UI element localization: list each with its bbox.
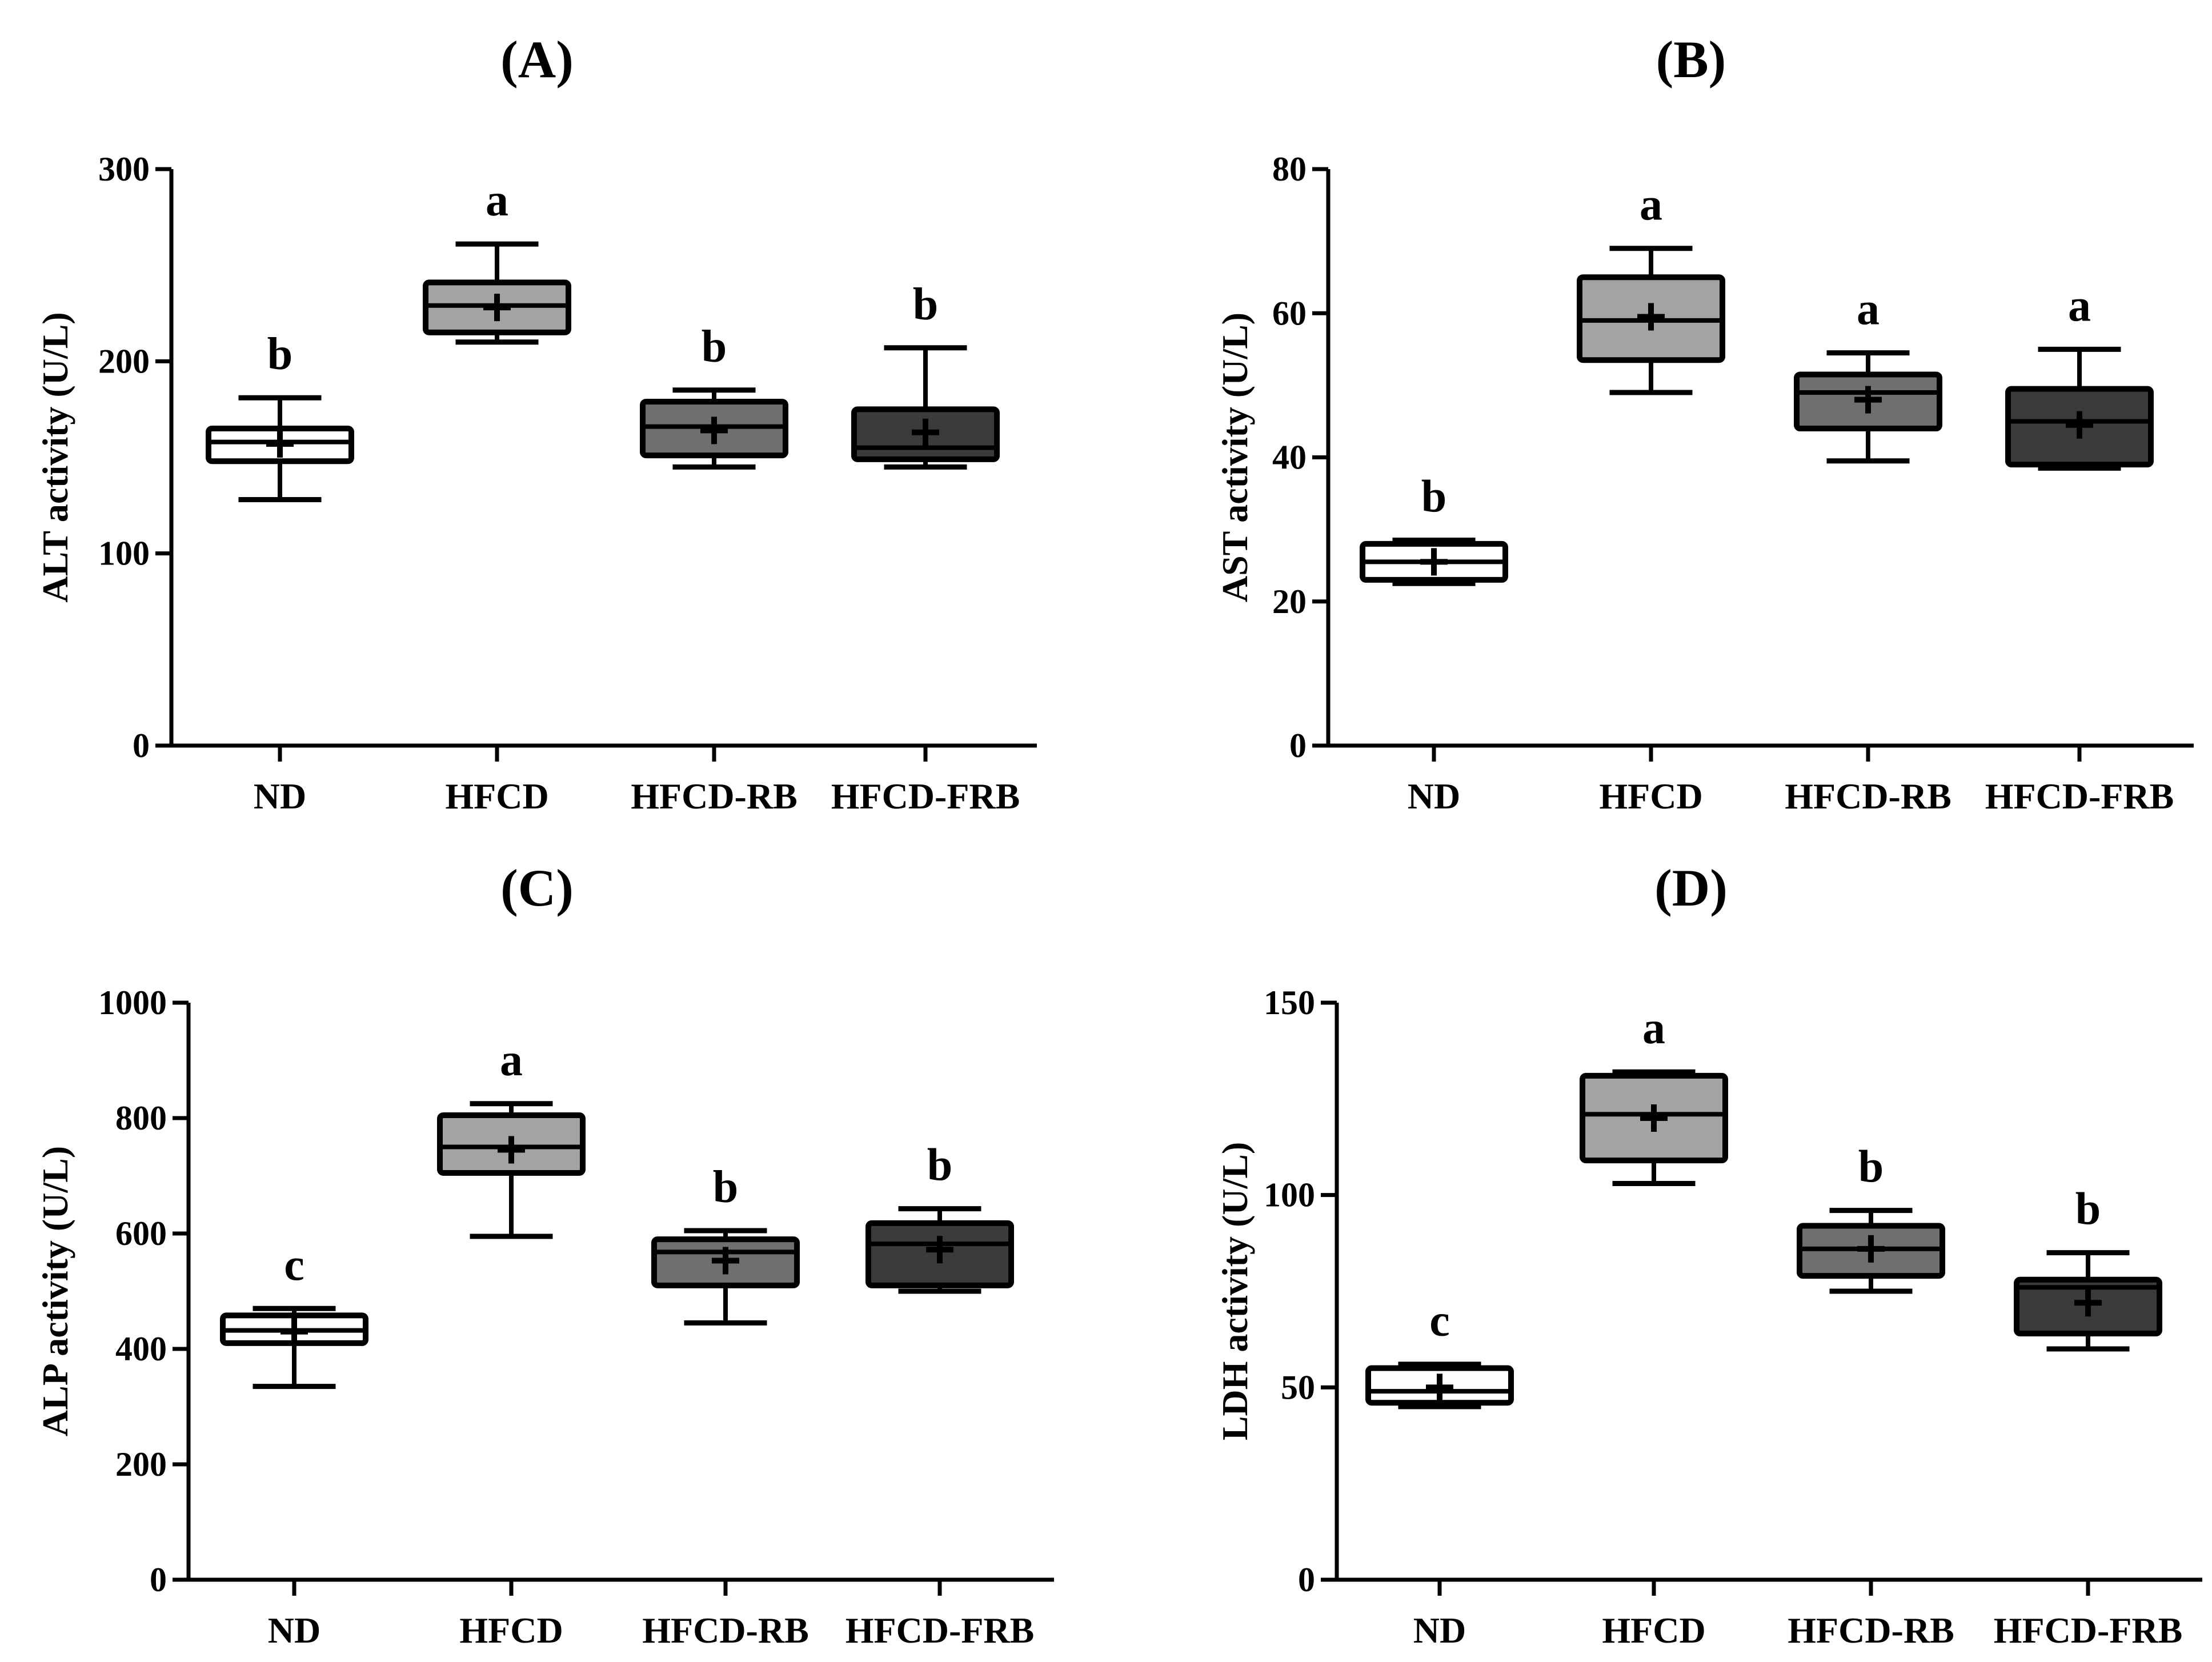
box-HFCD-RB: a bbox=[1794, 285, 1942, 464]
significance-letter: a bbox=[2068, 281, 2091, 331]
box-ND: b bbox=[206, 329, 354, 502]
box-HFCD-FRB: b bbox=[865, 1140, 1014, 1294]
y-tick-label: 20 bbox=[1272, 583, 1307, 620]
y-tick-label: 600 bbox=[115, 1215, 167, 1252]
significance-letter: b bbox=[713, 1162, 739, 1212]
box-ND: c bbox=[220, 1240, 368, 1389]
panel-2: (C) 0 200 400 600 800 1000 ALP activity (U/L) ND… bbox=[35, 859, 1054, 1651]
category-label: HFCD-RB bbox=[642, 1610, 809, 1651]
y-axis-title: ALT activity (U/L) bbox=[35, 312, 75, 602]
y-tick-label: 800 bbox=[115, 1099, 167, 1137]
y-tick-label: 300 bbox=[98, 150, 150, 188]
y-tick-label: 0 bbox=[150, 1561, 167, 1599]
panel-3: (D) 0 50 100 150 LDH activity (U/L) ND HFCD HFCD… bbox=[1215, 859, 2202, 1651]
category-label: HFCD-RB bbox=[631, 776, 798, 816]
box-HFCD: a bbox=[437, 1035, 586, 1239]
category-label: ND bbox=[1413, 1610, 1466, 1651]
category-label: HFCD-FRB bbox=[1994, 1610, 2183, 1651]
significance-letter: b bbox=[702, 322, 727, 372]
y-tick-label: 40 bbox=[1272, 439, 1307, 476]
significance-letter: a bbox=[1640, 180, 1662, 230]
category-label: HFCD bbox=[459, 1610, 563, 1651]
box-HFCD: a bbox=[1580, 1003, 1728, 1186]
panel-title: (D) bbox=[1654, 859, 1728, 917]
y-tick-label: 80 bbox=[1272, 150, 1307, 188]
category-label: HFCD-RB bbox=[1788, 1610, 1954, 1651]
significance-letter: b bbox=[267, 329, 293, 379]
box-HFCD-FRB: b bbox=[2014, 1184, 2162, 1352]
significance-letter: b bbox=[2075, 1184, 2101, 1235]
category-label: HFCD bbox=[445, 776, 548, 816]
box-HFCD-RB: b bbox=[640, 322, 788, 470]
significance-letter: a bbox=[500, 1035, 523, 1086]
y-tick-label: 400 bbox=[115, 1330, 167, 1368]
significance-letter: b bbox=[927, 1140, 953, 1191]
category-label: HFCD-FRB bbox=[1985, 776, 2174, 816]
box-ND: b bbox=[1360, 472, 1508, 586]
box-HFCD: a bbox=[1577, 180, 1725, 395]
y-tick-label: 100 bbox=[98, 535, 150, 572]
box-HFCD-FRB: b bbox=[851, 279, 1000, 470]
y-tick-label: 0 bbox=[1289, 727, 1307, 764]
significance-letter: b bbox=[1858, 1142, 1884, 1192]
panel-0: (A) 0 100 200 300 ALT activity (U/L) ND HFCD HFC… bbox=[35, 30, 1037, 816]
category-label: ND bbox=[1408, 776, 1460, 816]
category-label: HFCD bbox=[1602, 1610, 1705, 1651]
box-ND: c bbox=[1365, 1296, 1514, 1409]
significance-letter: c bbox=[284, 1240, 304, 1290]
panel-title: (C) bbox=[500, 859, 574, 917]
panel-title: (A) bbox=[500, 30, 574, 89]
y-axis-title: AST activity (U/L) bbox=[1215, 313, 1255, 602]
panel-title: (B) bbox=[1656, 30, 1726, 89]
significance-letter: b bbox=[1421, 472, 1447, 522]
y-tick-label: 200 bbox=[98, 342, 150, 380]
y-axis-title: ALP activity (U/L) bbox=[35, 1146, 75, 1436]
y-tick-label: 150 bbox=[1264, 984, 1315, 1022]
category-label: ND bbox=[268, 1610, 320, 1651]
box-HFCD-RB: b bbox=[1797, 1142, 1945, 1294]
y-axis-title: LDH activity (U/L) bbox=[1215, 1142, 1255, 1441]
y-tick-label: 60 bbox=[1272, 294, 1307, 332]
significance-letter: a bbox=[1642, 1003, 1665, 1054]
y-tick-label: 0 bbox=[133, 727, 150, 764]
category-label: HFCD-FRB bbox=[845, 1610, 1035, 1651]
category-label: HFCD-FRB bbox=[831, 776, 1020, 816]
box-HFCD-RB: b bbox=[651, 1162, 800, 1326]
box-HFCD-FRB: a bbox=[2005, 281, 2154, 471]
significance-letter: c bbox=[1429, 1296, 1450, 1346]
significance-letter: b bbox=[913, 279, 939, 330]
y-tick-label: 1000 bbox=[98, 984, 167, 1022]
y-tick-label: 0 bbox=[1298, 1561, 1315, 1599]
category-label: HFCD-RB bbox=[1785, 776, 1951, 816]
y-tick-label: 200 bbox=[115, 1445, 167, 1483]
y-tick-label: 50 bbox=[1281, 1368, 1315, 1406]
category-label: ND bbox=[254, 776, 306, 816]
box-HFCD: a bbox=[423, 175, 571, 345]
significance-letter: a bbox=[486, 175, 508, 226]
y-tick-label: 100 bbox=[1264, 1176, 1315, 1214]
panel-1: (B) 0 20 40 60 80 AST activity (U/L) ND HFCD HFCD… bbox=[1215, 30, 2194, 816]
significance-letter: a bbox=[1857, 285, 1880, 335]
category-label: HFCD bbox=[1599, 776, 1702, 816]
